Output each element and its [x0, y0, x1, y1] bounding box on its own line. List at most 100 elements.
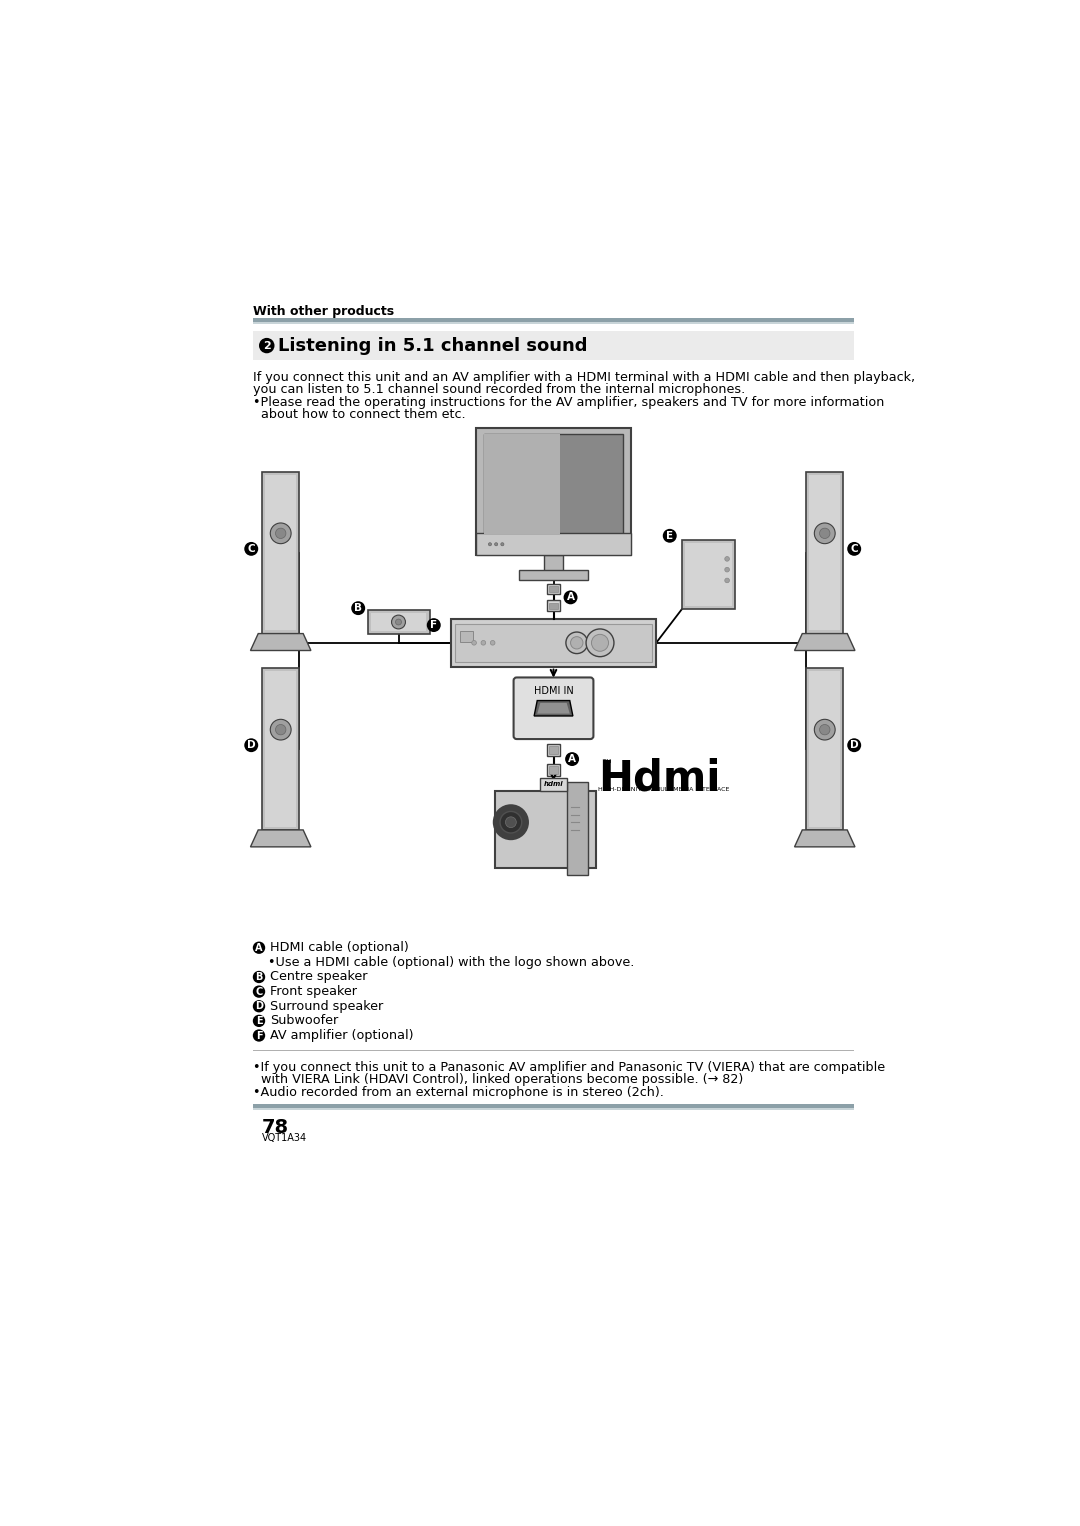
Circle shape — [275, 528, 286, 539]
Text: B: B — [255, 972, 262, 983]
Text: about how to connect them etc.: about how to connect them etc. — [253, 407, 465, 421]
Circle shape — [427, 618, 441, 632]
Circle shape — [494, 806, 528, 839]
Text: 78: 78 — [262, 1119, 289, 1137]
Text: A: A — [568, 754, 576, 765]
Text: D: D — [850, 740, 859, 751]
Circle shape — [270, 523, 292, 543]
Text: C: C — [850, 543, 858, 554]
Bar — [456, 624, 651, 662]
Circle shape — [395, 620, 402, 626]
Text: Surround speaker: Surround speaker — [270, 1000, 383, 1013]
Bar — [540, 778, 567, 792]
Bar — [253, 1103, 854, 1108]
Bar — [685, 543, 732, 606]
Circle shape — [500, 812, 522, 833]
Bar — [484, 433, 561, 534]
Bar — [549, 603, 558, 609]
Text: C: C — [247, 543, 255, 554]
Bar — [806, 668, 843, 830]
Text: B: B — [354, 603, 362, 613]
Circle shape — [570, 636, 583, 649]
Text: •Use a HDMI cable (optional) with the logo shown above.: •Use a HDMI cable (optional) with the lo… — [268, 955, 635, 969]
Circle shape — [847, 542, 861, 555]
Text: F: F — [256, 1030, 262, 1041]
Bar — [484, 433, 623, 534]
Text: •Please read the operating instructions for the AV amplifier, speakers and TV fo: •Please read the operating instructions … — [253, 395, 885, 409]
Text: Listening in 5.1 channel sound: Listening in 5.1 channel sound — [278, 337, 588, 354]
Bar — [806, 472, 843, 633]
Circle shape — [488, 543, 491, 546]
Text: D: D — [247, 740, 256, 751]
Text: 2: 2 — [262, 340, 271, 351]
Circle shape — [351, 601, 365, 615]
Polygon shape — [537, 703, 570, 714]
Bar — [809, 475, 840, 630]
Circle shape — [253, 942, 266, 954]
Bar — [549, 766, 558, 774]
Circle shape — [392, 615, 405, 629]
Circle shape — [253, 971, 266, 983]
Circle shape — [725, 578, 729, 583]
Text: E: E — [256, 1016, 262, 1025]
Circle shape — [253, 1030, 266, 1042]
Bar — [546, 763, 561, 777]
Circle shape — [725, 557, 729, 562]
Circle shape — [253, 1000, 266, 1012]
Bar — [809, 671, 840, 827]
Circle shape — [253, 986, 266, 998]
Circle shape — [472, 641, 476, 645]
Circle shape — [814, 719, 835, 740]
FancyBboxPatch shape — [514, 678, 593, 739]
Bar — [266, 671, 296, 827]
Circle shape — [586, 629, 613, 656]
Text: you can listen to 5.1 channel sound recorded from the internal microphones.: you can listen to 5.1 channel sound reco… — [253, 383, 745, 397]
Text: F: F — [430, 620, 437, 630]
Circle shape — [244, 739, 258, 752]
Circle shape — [725, 568, 729, 572]
Bar — [496, 792, 596, 868]
Circle shape — [564, 591, 578, 604]
Bar — [544, 555, 563, 572]
Bar — [683, 540, 734, 609]
Bar — [549, 746, 558, 754]
Circle shape — [495, 543, 498, 546]
Text: HDMI cable (optional): HDMI cable (optional) — [270, 942, 408, 954]
Circle shape — [481, 641, 486, 645]
Text: Centre speaker: Centre speaker — [270, 971, 367, 983]
Polygon shape — [795, 633, 855, 650]
Circle shape — [814, 523, 835, 543]
Text: HDMI IN: HDMI IN — [534, 687, 573, 696]
Circle shape — [253, 1015, 266, 1027]
Bar — [567, 783, 589, 874]
Text: AV amplifier (optional): AV amplifier (optional) — [270, 1029, 414, 1042]
Polygon shape — [251, 830, 311, 847]
Bar — [549, 586, 558, 592]
Circle shape — [663, 530, 677, 543]
Text: Front speaker: Front speaker — [270, 986, 356, 998]
Circle shape — [565, 752, 579, 766]
Text: If you connect this unit and an AV amplifier with a HDMI terminal with a HDMI ca: If you connect this unit and an AV ampli… — [253, 371, 915, 385]
Circle shape — [270, 719, 292, 740]
Bar — [253, 317, 854, 322]
Bar — [518, 571, 589, 580]
Bar — [476, 534, 631, 555]
Circle shape — [566, 632, 588, 653]
Text: •If you connect this unit to a Panasonic AV amplifier and Panasonic TV (VIERA) t: •If you connect this unit to a Panasonic… — [253, 1061, 885, 1074]
Text: hdmi: hdmi — [543, 781, 564, 787]
Circle shape — [592, 635, 608, 652]
Bar — [476, 427, 631, 555]
Circle shape — [275, 725, 286, 736]
Bar — [450, 620, 657, 667]
Text: ™: ™ — [600, 758, 612, 772]
Circle shape — [505, 816, 516, 827]
Bar — [367, 610, 430, 635]
Circle shape — [847, 739, 861, 752]
Bar — [253, 1108, 854, 1111]
Circle shape — [501, 543, 504, 546]
Bar — [262, 668, 299, 830]
Polygon shape — [795, 830, 855, 847]
Text: with VIERA Link (HDAVI Control), linked operations become possible. (→ 82): with VIERA Link (HDAVI Control), linked … — [253, 1073, 743, 1087]
Bar — [253, 322, 854, 324]
Text: Hdmi: Hdmi — [598, 757, 721, 800]
